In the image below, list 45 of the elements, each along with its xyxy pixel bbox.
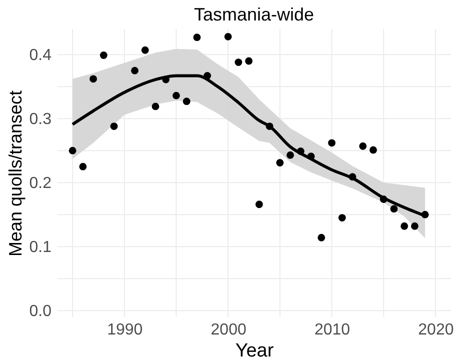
y-tick-label: 0.0 [29,303,52,320]
point [193,34,201,42]
x-tick-label: 2020 [418,322,454,338]
point [245,57,253,65]
point [79,162,87,170]
x-axis-title: Year [235,340,274,362]
point [380,196,388,203]
point [90,75,97,83]
point [182,98,190,106]
point [318,234,326,242]
point [307,152,315,160]
point [276,159,284,166]
y-axis-title: Mean quolls/transect [5,90,26,257]
point [348,173,356,181]
point [255,200,263,208]
point [421,210,429,218]
point [141,46,149,54]
point [152,102,160,110]
x-tick-label: 2010 [314,322,350,338]
x-tick-label: 2000 [210,322,246,338]
y-tick-label: 0.3 [29,111,52,128]
chart-title: Tasmania-wide [194,4,314,24]
point [224,32,232,40]
y-tick-label: 0.4 [29,47,52,64]
point [68,146,76,154]
x-tick-label: 1990 [107,322,143,338]
point [266,122,274,130]
point [328,139,336,147]
point [286,151,294,159]
point [110,122,118,130]
y-tick-label: 0.1 [29,239,52,256]
point [411,222,418,230]
point [172,92,180,100]
point [338,214,346,222]
point [359,142,367,150]
point [162,76,170,84]
point [234,58,242,66]
point [370,146,377,154]
point [131,66,138,74]
point [390,205,398,213]
point [100,52,108,59]
point [204,72,212,80]
y-tick-label: 0.2 [29,175,52,192]
point [296,148,304,155]
point [400,222,408,230]
